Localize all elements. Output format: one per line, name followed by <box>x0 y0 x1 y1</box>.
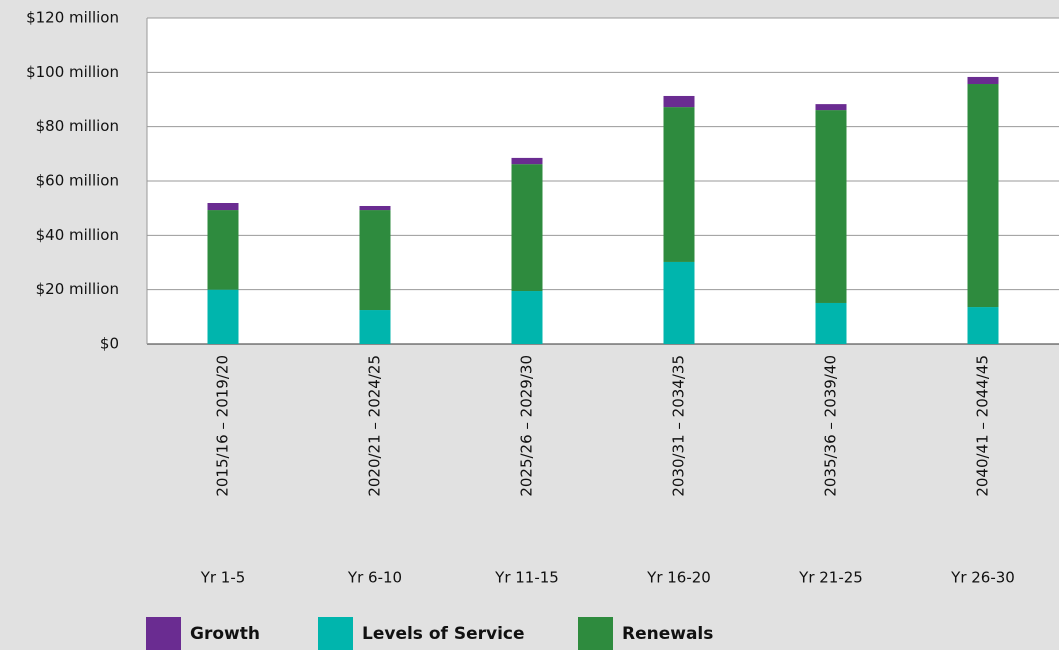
bar-segment <box>663 107 695 262</box>
bar-segment <box>359 310 391 344</box>
legend-swatch <box>578 617 613 650</box>
x-tick-label: 2015/16 – 2019/20 <box>214 355 232 497</box>
x-tick-label: 2040/41 – 2044/45 <box>974 355 992 497</box>
y-tick-label: $80 million <box>36 117 119 135</box>
bar-segment <box>511 291 543 344</box>
bar-segment <box>967 307 999 344</box>
legend-label: Levels of Service <box>362 624 525 644</box>
legend-label: Renewals <box>622 624 713 644</box>
bar-segment <box>207 289 239 344</box>
y-tick-label: $20 million <box>36 280 119 298</box>
legend-label: Growth <box>190 624 260 644</box>
bar-segment <box>967 76 999 85</box>
period-label: Yr 1-5 <box>200 569 246 587</box>
bar-segment <box>207 210 239 290</box>
y-tick-label: $40 million <box>36 226 119 244</box>
y-tick-label: $60 million <box>36 172 119 190</box>
y-tick-label: $100 million <box>26 63 119 81</box>
bar-segment <box>359 210 391 311</box>
x-tick-label: 2030/31 – 2034/35 <box>670 355 688 497</box>
period-label: Yr 16-20 <box>646 569 711 587</box>
y-tick-label: $120 million <box>26 9 119 27</box>
bar-segment <box>359 205 391 211</box>
bar-segment <box>815 302 847 344</box>
period-label: Yr 21-25 <box>798 569 863 587</box>
bar-segment <box>815 104 847 111</box>
x-tick-label: 2035/36 – 2039/40 <box>822 355 840 497</box>
bar-segment <box>815 110 847 303</box>
bar-segment <box>511 157 543 165</box>
legend-swatch <box>318 617 353 650</box>
period-label: Yr 26-30 <box>950 569 1015 587</box>
y-tick-label: $0 <box>100 335 119 353</box>
bar-segment <box>663 95 695 108</box>
bar-segment <box>967 84 999 308</box>
x-tick-label: 2025/26 – 2029/30 <box>518 355 536 497</box>
x-tick-label: 2020/21 – 2024/25 <box>366 355 384 497</box>
bar-segment <box>663 261 695 344</box>
period-label: Yr 11-15 <box>494 569 559 587</box>
period-label: Yr 6-10 <box>347 569 402 587</box>
bar-segment <box>511 164 543 292</box>
legend-swatch <box>146 617 181 650</box>
bar-segment <box>207 203 239 211</box>
